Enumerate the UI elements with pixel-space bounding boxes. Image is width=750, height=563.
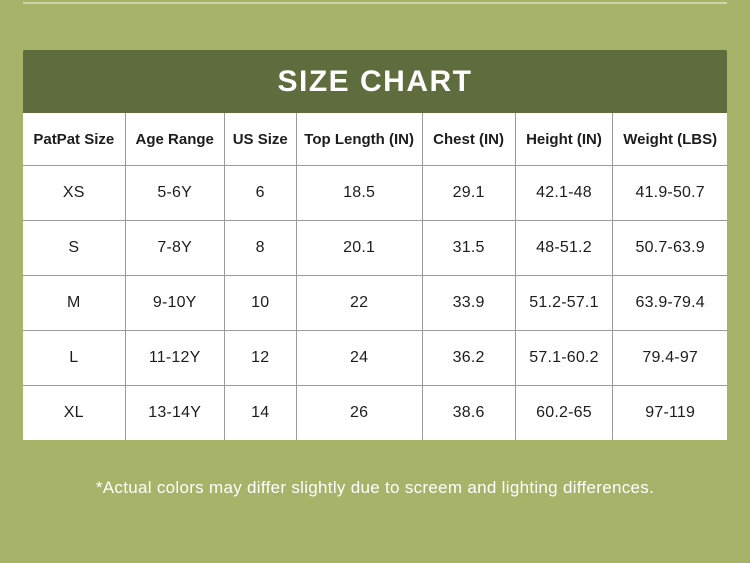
table-cell: 26	[295, 385, 423, 440]
table-cell: 11-12Y	[124, 330, 225, 386]
column-header-chest-in: Chest (IN)	[421, 113, 516, 166]
table-cell: 36.2	[421, 330, 516, 386]
table-cell: 97-119	[612, 385, 727, 440]
column-header-us-size: US Size	[223, 113, 297, 166]
table-cell: 29.1	[421, 165, 516, 221]
column-header-top-length-in: Top Length (IN)	[295, 113, 423, 166]
table-cell: 42.1-48	[514, 165, 614, 221]
table-cell: 51.2-57.1	[514, 275, 614, 331]
table-row-xs: XS 5-6Y 6 18.5 29.1 42.1-48 41.9-50.7	[23, 165, 727, 221]
table-cell: 20.1	[295, 220, 423, 276]
column-header-weight-lbs: Weight (LBS)	[612, 113, 727, 166]
table-cell: 24	[295, 330, 423, 386]
page-title: SIZE CHART	[277, 64, 473, 98]
table-cell: 9-10Y	[124, 275, 225, 331]
table-cell: L	[23, 330, 126, 386]
table-cell: 60.2-65	[514, 385, 614, 440]
table-cell: 8	[223, 220, 297, 276]
table-cell: 33.9	[421, 275, 516, 331]
table-cell: S	[23, 220, 126, 276]
table-cell: 12	[223, 330, 297, 386]
table-cell: XL	[23, 385, 126, 440]
table-cell: 7-8Y	[124, 220, 225, 276]
table-cell: 38.6	[421, 385, 516, 440]
table-cell: 13-14Y	[124, 385, 225, 440]
table-cell: 22	[295, 275, 423, 331]
table-row-l: L 11-12Y 12 24 36.2 57.1-60.2 79.4-97	[23, 330, 727, 386]
table-cell: 6	[223, 165, 297, 221]
column-header-height-in: Height (IN)	[514, 113, 614, 166]
table-cell: M	[23, 275, 126, 331]
footer-note: *Actual colors may differ slightly due t…	[95, 478, 655, 497]
table-row-m: M 9-10Y 10 22 33.9 51.2-57.1 63.9-79.4	[23, 275, 727, 331]
table-cell: 31.5	[421, 220, 516, 276]
table-cell: XS	[23, 165, 126, 221]
title-bar: SIZE CHART	[23, 50, 727, 113]
size-chart-card: SIZE CHART PatPat Size Age Range US Size To…	[23, 50, 727, 498]
table-cell: 50.7-63.9	[612, 220, 727, 276]
column-header-age-range: Age Range	[124, 113, 225, 166]
table-cell: 18.5	[295, 165, 423, 221]
table-cell: 41.9-50.7	[612, 165, 727, 221]
table-cell: 79.4-97	[612, 330, 727, 386]
table-cell: 48-51.2	[514, 220, 614, 276]
decorative-top-line	[23, 2, 727, 4]
table-cell: 63.9-79.4	[612, 275, 727, 331]
column-header-patpat-size: PatPat Size	[23, 113, 126, 166]
table-cell: 57.1-60.2	[514, 330, 614, 386]
table-cell: 5-6Y	[124, 165, 225, 221]
table-row-xl: XL 13-14Y 14 26 38.6 60.2-65 97-119	[23, 385, 727, 440]
size-table: PatPat Size Age Range US Size Top Length (I…	[23, 113, 727, 440]
table-cell: 14	[223, 385, 297, 440]
table-row-s: S 7-8Y 8 20.1 31.5 48-51.2 50.7-63.9	[23, 220, 727, 276]
table-cell: 10	[223, 275, 297, 331]
table-header-row: PatPat Size Age Range US Size Top Length (I…	[23, 113, 727, 166]
